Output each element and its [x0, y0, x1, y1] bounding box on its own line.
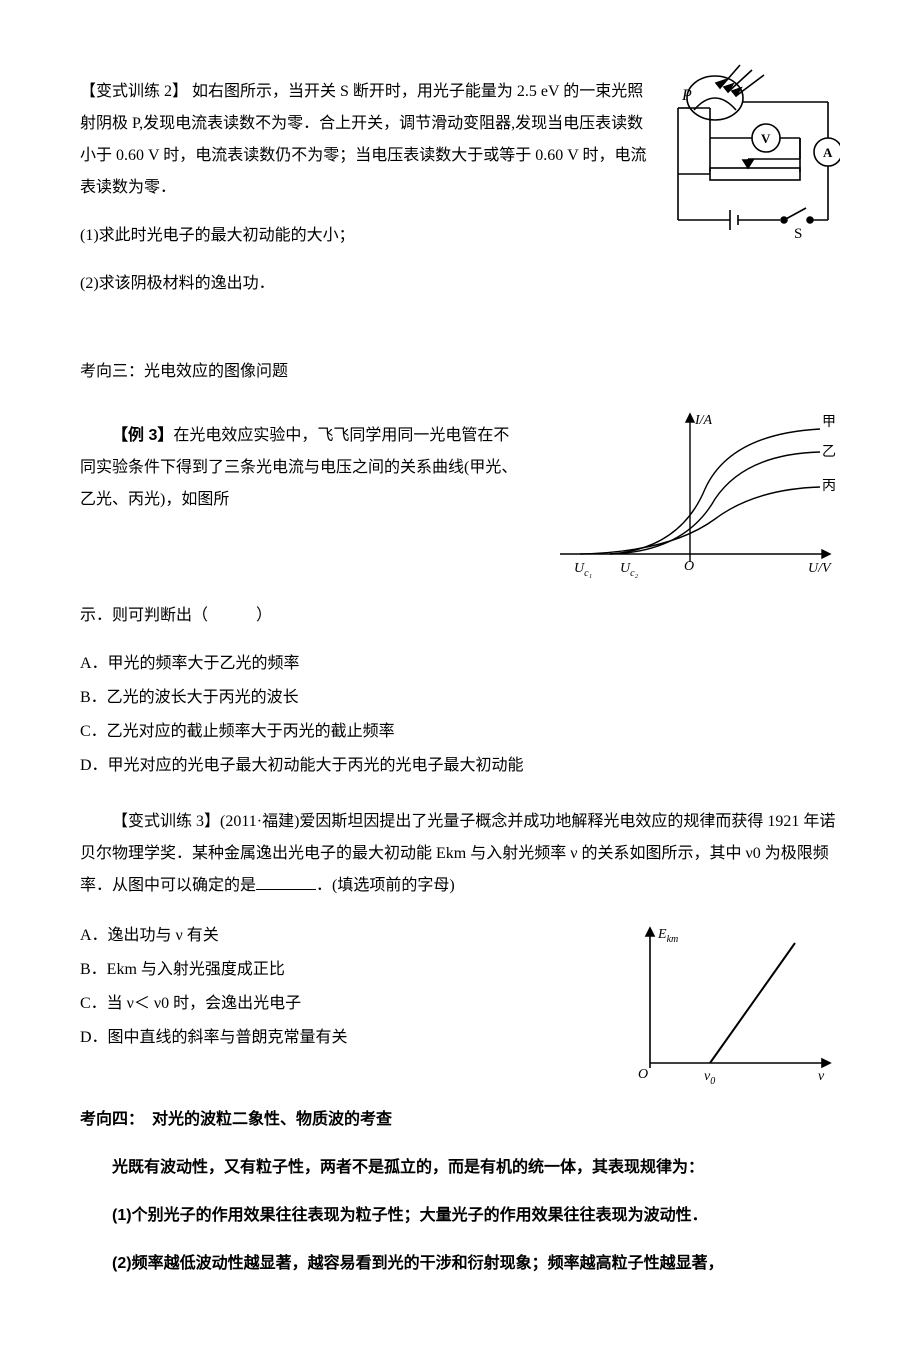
example-3: 【例 3】在光电效应实验中，飞飞同学用同一光电管在不同实验条件下得到了三条光电流… — [80, 404, 840, 584]
s4p2b: 个别光子的作用效果往往表现为粒子性；大量光子的作用效果往往表现为波动性． — [132, 1207, 708, 1224]
exercise-3: 【变式训练 3】(2011·福建)爱因斯坦因提出了光量子概念并成功地解释光电效应… — [80, 806, 840, 1088]
ex3-optB: B．乙光的波长大于丙光的波长 — [80, 682, 840, 714]
ekm-nu0: ν0 — [704, 1069, 715, 1087]
answer-blank[interactable] — [256, 873, 316, 890]
section-4-p3: (2)频率越低波动性越显著，越容易看到光的干涉和衍射现象；频率越高粒子性越显著， — [80, 1248, 840, 1280]
exercise-3-options-row: A．逸出功与 ν 有关 B．Ekm 与入射光强度成正比 C．当 ν＜ ν0 时，… — [80, 918, 840, 1088]
label-yi: 乙 — [822, 444, 836, 460]
exercise-2-q1: (1)求此时光电子的最大初动能的大小； — [80, 220, 654, 252]
ekm-graph: Ekm O ν0 ν — [620, 918, 840, 1088]
s4p3a: (2) — [112, 1255, 132, 1272]
ekm-graph-svg: Ekm O ν0 ν — [620, 918, 840, 1088]
x-axis-label: U/V — [808, 561, 832, 576]
ekm-y: Ekm — [657, 927, 678, 945]
ekm-O: O — [638, 1067, 648, 1082]
ekm-nu: ν — [818, 1069, 825, 1084]
example-3-text: 【例 3】在光电效应实验中，飞飞同学用同一光电管在不同实验条件下得到了三条光电流… — [80, 404, 524, 532]
label-bing: 丙 — [822, 479, 836, 494]
ex3-optC: C．乙光对应的截止频率大于丙光的截止频率 — [80, 716, 840, 748]
label-S: S — [794, 226, 802, 242]
ex3v-optD: D．图中直线的斜率与普朗克常量有关 — [80, 1022, 604, 1054]
section-4: 考向四： 对光的波粒二象性、物质波的考查 光既有波动性，又有粒子性，两者不是孤立… — [80, 1104, 840, 1280]
exercise-3-tail: ．(填选项前的字母) — [316, 877, 455, 894]
circuit-figure: P V A S — [670, 60, 840, 250]
exercise-2-text: 【变式训练 2】 如右图所示，当开关 S 断开时，用光子能量为 2.5 eV 的… — [80, 60, 654, 316]
exercise-2-stem: 【变式训练 2】 如右图所示，当开关 S 断开时，用光子能量为 2.5 eV 的… — [80, 76, 654, 204]
label-V: V — [761, 131, 771, 146]
exercise-3-title: 【变式训练 3】 — [112, 813, 220, 830]
label-P: P — [681, 87, 692, 104]
example-3-stem: 【例 3】在光电效应实验中，飞飞同学用同一光电管在不同实验条件下得到了三条光电流… — [80, 420, 524, 516]
section-4-p1: 光既有波动性，又有粒子性，两者不是孤立的，而是有机的统一体，其表现规律为： — [80, 1152, 840, 1184]
section-3-heading: 考向三：光电效应的图像问题 — [80, 356, 840, 388]
exercise-3-options: A．逸出功与 ν 有关 B．Ekm 与入射光强度成正比 C．当 ν＜ ν0 时，… — [80, 918, 604, 1056]
exercise-2-q2: (2)求该阴极材料的逸出功． — [80, 268, 654, 300]
iv-graph-svg: I/A U/V Uc₁ Uc₂ O 甲 乙 丙 — [540, 404, 840, 584]
label-A: A — [823, 145, 833, 160]
circuit-svg: P V A S — [670, 60, 840, 250]
ex3-optA: A．甲光的频率大于乙光的频率 — [80, 648, 840, 680]
exercise-2-title: 【变式训练 2】 — [80, 83, 188, 100]
uc1: Uc₁ — [574, 561, 592, 579]
example-3-title: 【例 3】 — [112, 427, 173, 444]
iv-graph: I/A U/V Uc₁ Uc₂ O 甲 乙 丙 — [540, 404, 840, 584]
ex3-optD: D．甲光对应的光电子最大初动能大于丙光的光电子最大初动能 — [80, 750, 840, 782]
ex3v-optB: B．Ekm 与入射光强度成正比 — [80, 954, 604, 986]
exercise-3-stem: 【变式训练 3】(2011·福建)爱因斯坦因提出了光量子概念并成功地解释光电效应… — [80, 806, 840, 902]
s4p3b: 频率越低波动性越显著，越容易看到光的干涉和衍射现象；频率越高粒子性越显著， — [132, 1255, 724, 1272]
section-3: 考向三：光电效应的图像问题 【例 3】在光电效应实验中，飞飞同学用同一光电管在不… — [80, 356, 840, 782]
exercise-2: 【变式训练 2】 如右图所示，当开关 S 断开时，用光子能量为 2.5 eV 的… — [80, 60, 840, 316]
origin-O: O — [684, 559, 694, 574]
y-axis-label: I/A — [694, 413, 713, 428]
section-4-p2: (1)个别光子的作用效果往往表现为粒子性；大量光子的作用效果往往表现为波动性． — [80, 1200, 840, 1232]
uc2: Uc₂ — [620, 561, 639, 579]
s4p2a: (1) — [112, 1207, 132, 1224]
ex3v-optC: C．当 ν＜ ν0 时，会逸出光电子 — [80, 988, 604, 1020]
label-jia: 甲 — [822, 415, 836, 430]
section-4-heading: 考向四： 对光的波粒二象性、物质波的考查 — [80, 1104, 840, 1136]
ex3v-optA: A．逸出功与 ν 有关 — [80, 920, 604, 952]
example-3-stem2: 示．则可判断出（ ） — [80, 600, 840, 632]
